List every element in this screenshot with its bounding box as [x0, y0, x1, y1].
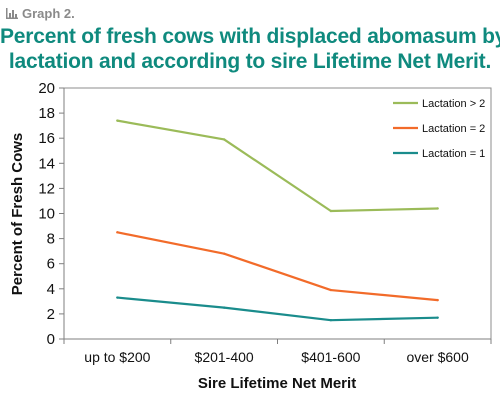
series-line-3 [116, 296, 439, 322]
y-tick-label: 16 [38, 130, 55, 147]
x-tick-label: $401-600 [301, 349, 360, 365]
bar-chart-icon [6, 8, 18, 19]
y-tick-label: 6 [47, 256, 55, 273]
chart-title-line-1: Percent of fresh cows with displaced abo… [0, 25, 500, 48]
graph-label-text: Graph 2. [22, 6, 75, 21]
y-tick-label: 14 [38, 155, 55, 172]
series-line-2 [116, 231, 439, 302]
y-tick-label: 2 [47, 306, 55, 323]
data-point [329, 209, 333, 213]
data-point [116, 231, 119, 234]
data-point [222, 252, 226, 255]
graph-label: Graph 2. [6, 6, 75, 21]
x-axis-title: Sire Lifetime Net Merit [198, 375, 356, 392]
x-tick-label: over $600 [406, 349, 468, 365]
data-point [329, 288, 333, 292]
data-point [116, 119, 119, 122]
x-tick-label: $201-400 [195, 349, 254, 365]
data-point [436, 316, 439, 319]
legend-label-3: Lactation = 1 [422, 148, 485, 160]
chart-title-line-2: lactation and according to sire Lifetime… [8, 50, 492, 73]
data-point [436, 207, 439, 210]
y-tick-label: 8 [47, 231, 55, 248]
y-tick-label: 10 [38, 206, 55, 223]
y-tick-label: 20 [38, 80, 55, 97]
y-axis-title: Percent of Fresh Cows [9, 133, 26, 296]
data-point [222, 306, 226, 309]
data-point [329, 318, 333, 322]
y-tick-label: 4 [47, 281, 55, 298]
y-tick-label: 0 [47, 331, 55, 348]
y-tick-label: 18 [38, 105, 55, 122]
y-tick-label: 12 [38, 180, 55, 197]
legend-label-1: Lactation > 2 [422, 98, 485, 110]
x-tick-label: up to $200 [84, 349, 150, 365]
legend-label-2: Lactation = 2 [422, 123, 485, 135]
data-point [436, 298, 439, 302]
chart-title: Percent of fresh cows with displaced abo… [0, 24, 500, 74]
data-point [116, 296, 119, 299]
series-line-1 [116, 119, 439, 213]
data-point [222, 138, 226, 141]
